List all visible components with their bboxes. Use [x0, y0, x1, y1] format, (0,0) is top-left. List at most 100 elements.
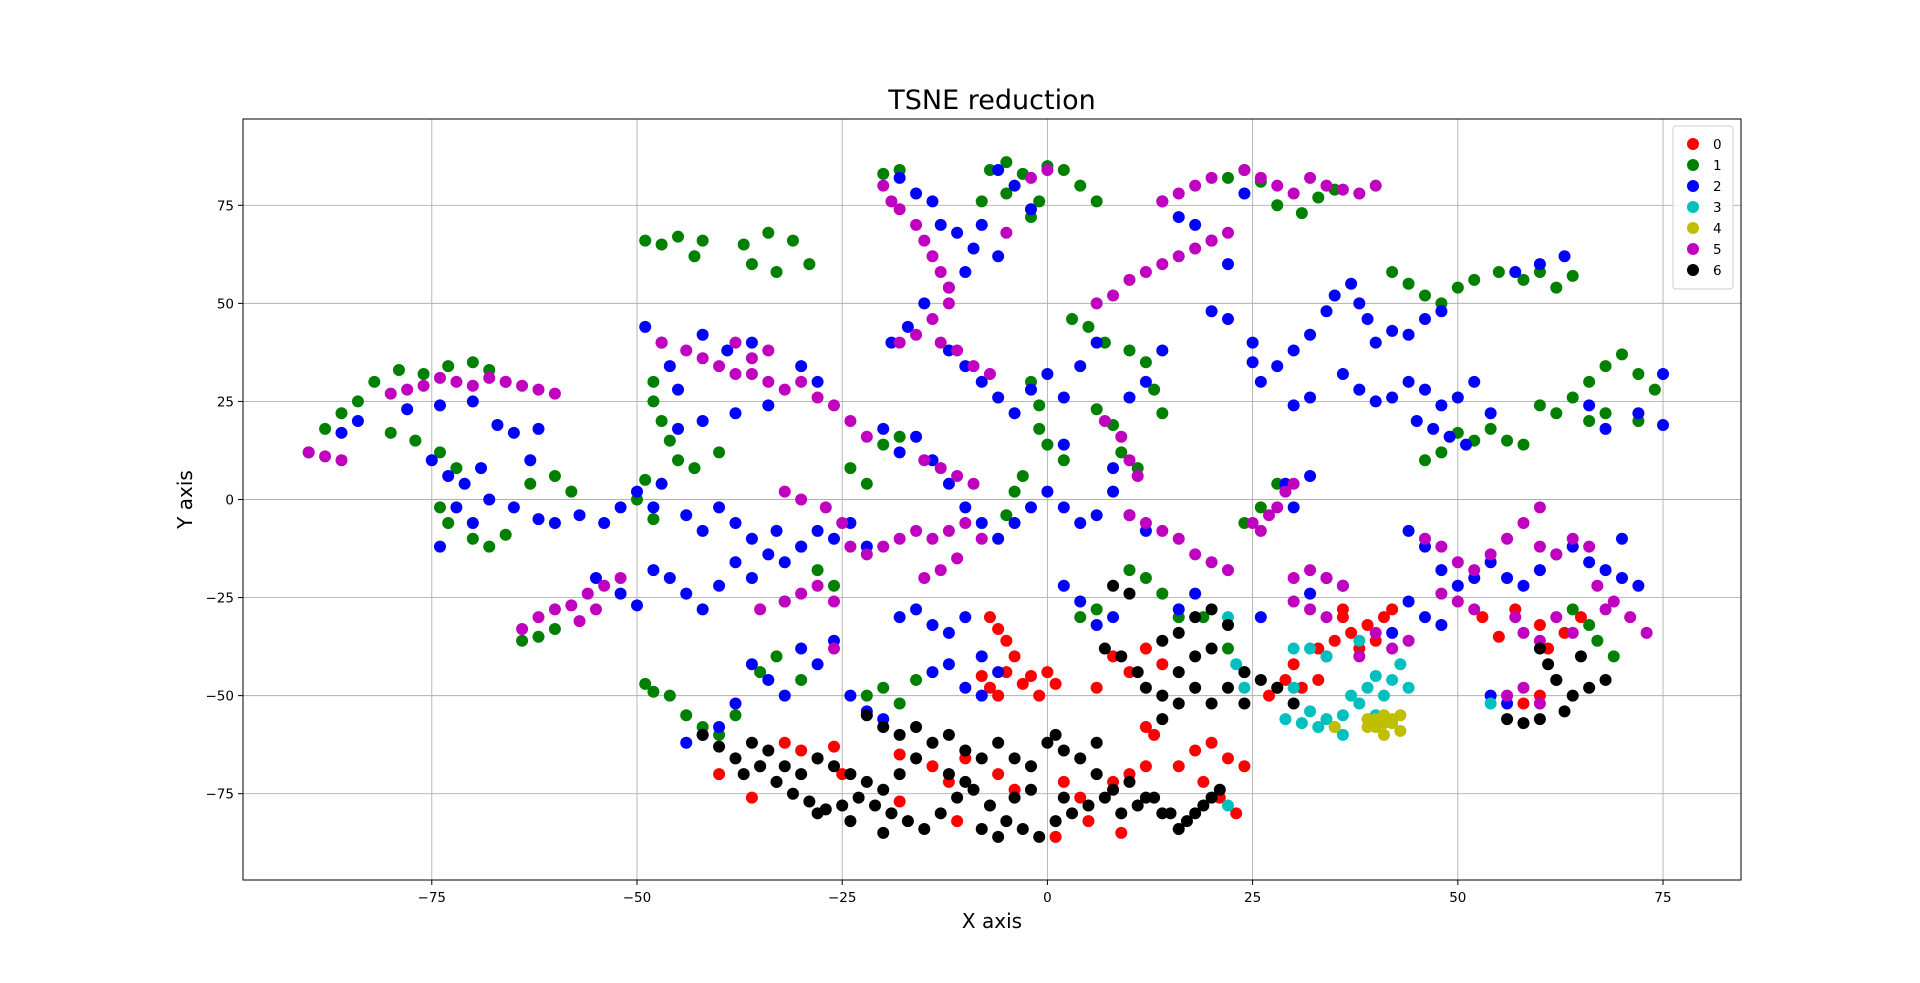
- data-point: [975, 650, 988, 663]
- data-point: [893, 748, 906, 761]
- data-point: [1024, 501, 1037, 514]
- data-point: [918, 297, 931, 310]
- legend-marker: [1687, 159, 1699, 171]
- data-point: [1295, 207, 1308, 220]
- data-point: [992, 250, 1005, 263]
- data-point: [1566, 603, 1579, 616]
- data-point: [745, 791, 758, 804]
- data-point: [532, 383, 545, 396]
- data-point: [1304, 603, 1317, 616]
- data-point: [1221, 171, 1234, 184]
- data-point: [1016, 823, 1029, 836]
- data-point: [1090, 603, 1103, 616]
- data-point: [1336, 367, 1349, 380]
- data-point: [1131, 469, 1144, 482]
- data-point: [1221, 642, 1234, 655]
- data-point: [811, 807, 824, 820]
- data-point: [1501, 713, 1514, 726]
- data-point: [1501, 571, 1514, 584]
- data-point: [1320, 713, 1333, 726]
- data-point: [1566, 269, 1579, 282]
- data-point: [770, 775, 783, 788]
- data-point: [1566, 532, 1579, 545]
- data-point: [639, 234, 652, 247]
- data-point: [1271, 199, 1284, 212]
- data-point: [745, 658, 758, 671]
- data-point: [1000, 666, 1013, 679]
- data-point: [893, 203, 906, 216]
- data-point: [713, 446, 726, 459]
- data-point: [319, 450, 332, 463]
- legend-label: 4: [1713, 221, 1722, 237]
- data-point: [910, 721, 923, 734]
- data-point: [1115, 826, 1128, 839]
- data-point: [992, 830, 1005, 843]
- data-point: [1451, 579, 1464, 592]
- data-point: [1156, 344, 1169, 357]
- data-point: [811, 564, 824, 577]
- data-point: [992, 532, 1005, 545]
- data-point: [1435, 619, 1448, 632]
- data-point: [1115, 650, 1128, 663]
- data-point: [1583, 540, 1596, 553]
- data-point: [1533, 399, 1546, 412]
- legend-marker: [1687, 138, 1699, 150]
- data-point: [401, 383, 414, 396]
- data-point: [1599, 360, 1612, 373]
- data-point: [1024, 383, 1037, 396]
- data-point: [1501, 532, 1514, 545]
- data-point: [1074, 517, 1087, 530]
- data-point: [1238, 697, 1251, 710]
- data-point: [811, 375, 824, 388]
- data-point: [1016, 677, 1029, 690]
- data-point: [983, 799, 996, 812]
- x-tick-label: −25: [828, 890, 857, 906]
- series-2: [335, 163, 1670, 749]
- data-point: [1057, 501, 1070, 514]
- data-point: [672, 422, 685, 435]
- data-point: [425, 454, 438, 467]
- data-point: [442, 469, 455, 482]
- data-point: [1632, 579, 1645, 592]
- data-point: [1320, 611, 1333, 624]
- data-point: [1123, 587, 1136, 600]
- data-point: [926, 532, 939, 545]
- data-point: [975, 375, 988, 388]
- data-point: [885, 195, 898, 208]
- data-point: [754, 760, 767, 773]
- data-point: [1583, 399, 1596, 412]
- data-point: [1328, 721, 1341, 734]
- data-point: [548, 622, 561, 635]
- data-point: [942, 658, 955, 671]
- data-point: [417, 379, 430, 392]
- data-point: [778, 760, 791, 773]
- data-point: [1041, 163, 1054, 176]
- data-point: [1000, 226, 1013, 239]
- data-point: [1090, 195, 1103, 208]
- data-point: [1271, 477, 1284, 490]
- data-point: [1550, 281, 1563, 294]
- data-point: [680, 587, 693, 600]
- data-point: [942, 477, 955, 490]
- data-point: [1221, 752, 1234, 765]
- legend-marker: [1687, 180, 1699, 192]
- data-point: [1657, 418, 1670, 431]
- data-point: [975, 517, 988, 530]
- data-point: [1287, 697, 1300, 710]
- data-point: [951, 552, 964, 565]
- data-point: [548, 603, 561, 616]
- x-tick-label: −50: [623, 890, 652, 906]
- data-point: [1517, 717, 1530, 730]
- data-point: [548, 517, 561, 530]
- data-point: [1320, 305, 1333, 318]
- data-point: [795, 673, 808, 686]
- legend-box: [1672, 125, 1734, 290]
- data-point: [1123, 344, 1136, 357]
- data-point: [762, 399, 775, 412]
- data-point: [548, 387, 561, 400]
- data-point: [655, 238, 668, 251]
- data-point: [1180, 815, 1193, 828]
- data-point: [1591, 634, 1604, 647]
- data-point: [1033, 195, 1046, 208]
